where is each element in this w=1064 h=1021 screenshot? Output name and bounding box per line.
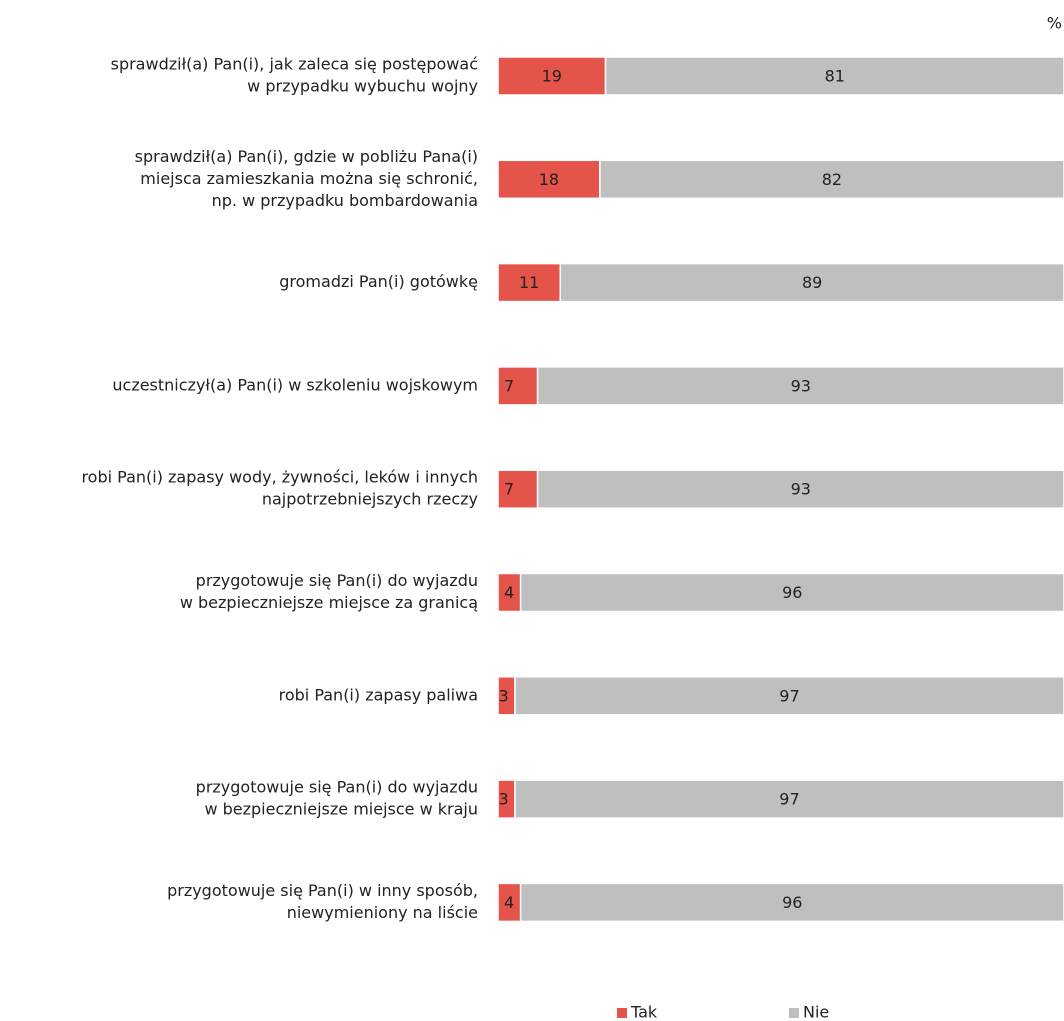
value-label: 81 <box>825 67 845 86</box>
category-label: niewymieniony na liście <box>287 903 478 922</box>
category-label: robi Pan(i) zapasy wody, żywności, leków… <box>81 468 478 487</box>
category-label: przygotowuje się Pan(i) do wyjazdu <box>196 571 478 590</box>
category-label: sprawdził(a) Pan(i), gdzie w pobliżu Pan… <box>135 147 478 166</box>
value-label: 4 <box>504 893 514 912</box>
bar-segment <box>497 159 601 200</box>
value-label: 97 <box>779 790 799 809</box>
category-label: w przypadku wybuchu wojny <box>247 77 478 96</box>
bar-segment <box>497 56 607 96</box>
value-label: 97 <box>779 686 799 705</box>
bar-segment <box>536 469 1064 509</box>
category-label: miejsca zamieszkania można się schronić, <box>140 169 478 188</box>
value-label: 82 <box>822 170 842 189</box>
bar-segment <box>497 262 562 303</box>
bar-segment <box>497 469 539 509</box>
value-label: 11 <box>519 273 539 292</box>
legend-label: Tak <box>630 1003 658 1021</box>
value-label: 19 <box>542 67 562 86</box>
bar-segment <box>559 262 1064 303</box>
value-label: 93 <box>791 376 811 395</box>
bar-segment <box>604 56 1064 96</box>
bar-segment <box>519 882 1064 923</box>
value-label: 4 <box>504 583 514 602</box>
value-label: 7 <box>504 376 514 395</box>
value-label: 18 <box>539 170 559 189</box>
value-label: 3 <box>499 790 509 809</box>
value-label: 89 <box>802 273 822 292</box>
value-label: 96 <box>782 583 802 602</box>
legend-swatch <box>789 1008 799 1018</box>
category-label: sprawdził(a) Pan(i), jak zaleca się post… <box>111 55 478 74</box>
legend-swatch <box>617 1008 627 1018</box>
value-label: 7 <box>504 480 514 499</box>
category-label: przygotowuje się Pan(i) w inny sposób, <box>167 881 478 900</box>
category-label: w bezpieczniejsze miejsce w kraju <box>204 800 478 819</box>
value-label: 3 <box>499 686 509 705</box>
value-label: 93 <box>791 480 811 499</box>
category-label: najpotrzebniejszych rzeczy <box>262 490 478 509</box>
category-label: np. w przypadku bombardowania <box>212 191 478 210</box>
bar-segment <box>514 779 1064 819</box>
category-label: przygotowuje się Pan(i) do wyjazdu <box>196 778 478 797</box>
bar-segment <box>514 676 1064 716</box>
bar-segment <box>599 159 1064 200</box>
bar-segment <box>536 366 1064 406</box>
bar-segment <box>519 572 1064 613</box>
category-label: uczestniczył(a) Pan(i) w szkoleniu wojsk… <box>112 375 478 394</box>
value-label: 96 <box>782 893 802 912</box>
category-label: robi Pan(i) zapasy paliwa <box>279 685 478 704</box>
legend-label: Nie <box>803 1003 829 1021</box>
category-label: gromadzi Pan(i) gotówkę <box>279 272 478 291</box>
category-label: w bezpieczniejsze miejsce za granicą <box>180 593 478 612</box>
unit-label: % <box>1047 14 1062 33</box>
